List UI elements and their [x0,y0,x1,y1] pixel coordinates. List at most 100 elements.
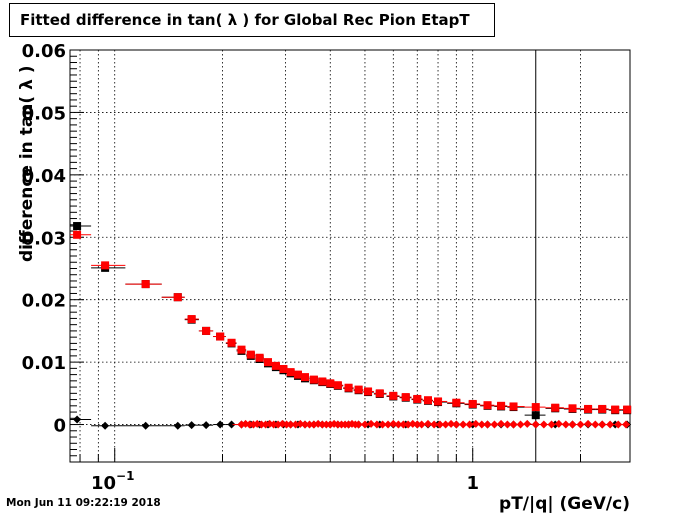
data-point [568,404,577,413]
data-point [459,420,468,429]
data-point [367,419,376,428]
data-point [509,402,518,411]
data-point [497,419,506,428]
data-point [430,420,439,429]
data-point [141,421,150,430]
data-point [73,230,82,239]
data-point [490,420,499,429]
data-point [101,421,110,430]
data-point [216,420,225,429]
data-point [246,350,255,359]
data-point [465,420,474,429]
data-point [309,375,318,384]
data-point [611,405,620,414]
data-point [497,401,506,410]
data-point [389,419,398,428]
data-point [516,420,525,429]
data-point [202,421,211,430]
data-point [483,401,492,410]
data-point [435,420,444,429]
data-point [216,332,225,341]
data-point [202,326,211,335]
y-tick-label: 0.05 [22,103,66,124]
data-point [73,222,82,231]
data-point [354,385,363,394]
data-point [187,315,196,324]
y-tick-label: 0.03 [22,228,66,249]
data-point [187,421,196,430]
data-point [554,419,563,428]
y-tick-label: 0 [53,416,66,437]
data-point [354,420,363,429]
data-point [173,421,182,430]
data-point [531,420,540,429]
data-point [413,394,422,403]
data-point [364,387,373,396]
chart-title: Fitted difference in tan( λ ) for Global… [20,11,470,29]
data-point [378,420,387,429]
data-point [375,389,384,398]
data-point [227,338,236,347]
y-tick-label: 0.06 [22,41,66,62]
data-point [606,420,615,429]
data-point [101,261,110,270]
data-point [598,420,607,429]
data-point [547,420,556,429]
data-point [300,420,309,429]
data-point [227,420,236,429]
data-point [141,280,150,289]
data-point [531,411,540,420]
data-point [452,398,461,407]
data-point [434,397,443,406]
data-point [318,377,327,386]
data-point [621,420,630,429]
data-point [237,345,246,354]
data-point [584,404,593,413]
data-point [305,420,314,429]
data-point [399,420,408,429]
grid [70,49,630,462]
data-point [447,419,456,428]
data-point [503,420,512,429]
data-point [404,420,413,429]
data-point [344,383,353,392]
data-point [279,364,288,373]
data-point [423,396,432,405]
y-tick-label: 0.02 [22,291,66,312]
data-point [389,391,398,400]
y-tick-label: 0.04 [22,166,66,187]
x-tick-label: 1 [466,473,479,494]
data-point [584,419,593,428]
data-point [263,358,272,367]
data-point [468,399,477,408]
data-point [591,420,600,429]
data-point [441,420,450,429]
y-tick-label: 0.01 [22,353,66,374]
data-point [483,420,492,429]
data-point [326,379,335,388]
chart-title-box: Fitted difference in tan( λ ) for Global… [9,3,495,37]
data-point [394,420,403,429]
data-point [471,419,480,428]
data-point [523,419,532,428]
data-point [372,420,381,429]
x-axis-label: pT/|q| (GeV/c) [499,494,630,514]
data-point [282,420,291,429]
data-point [286,368,295,377]
data-point [269,420,278,429]
data-point [293,370,302,379]
data-point [477,420,486,429]
data-point [413,420,422,429]
data-point [568,420,577,429]
axes: 0 0.01 0.02 0.03 0.04 0.05 0.06 10−1 1 [22,41,581,494]
data-point [598,404,607,413]
data-point [614,420,623,429]
data-marks [70,50,632,462]
x-tick-label: 10−1 [91,469,134,494]
data-point [551,403,560,412]
data-point [452,420,461,429]
data-point [296,419,305,428]
datestamp: Mon Jun 11 09:22:19 2018 [6,497,161,509]
data-point [401,393,410,402]
